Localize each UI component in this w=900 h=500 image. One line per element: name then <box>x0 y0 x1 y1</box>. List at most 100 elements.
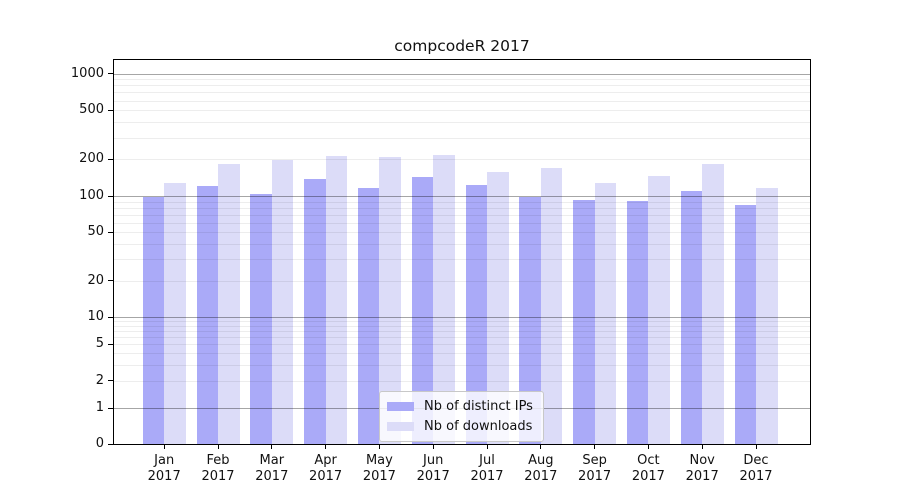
bar-downloads-sep <box>594 183 617 444</box>
x-tick-label-aug: Aug 2017 <box>524 453 558 484</box>
gridline-major-10 <box>114 317 810 318</box>
x-tick-mar <box>271 444 273 449</box>
chart-title: compcodeR 2017 <box>394 37 530 55</box>
bar-downloads-feb <box>218 164 240 444</box>
gridline-minor-30 <box>114 259 810 261</box>
x-tick-label-dec: Dec 2017 <box>739 453 773 484</box>
plot-area: Nb of distinct IPs Nb of downloads <box>113 59 811 445</box>
y-tick-label-1000: 1000 <box>70 65 104 81</box>
gridline-minor-200 <box>114 159 810 161</box>
legend-item-distinct-ips: Nb of distinct IPs <box>387 398 533 414</box>
gridline-minor-50 <box>114 232 810 234</box>
y-tick-label-20: 20 <box>87 272 104 288</box>
x-tick-jan <box>163 444 165 449</box>
bar-ips-jun <box>411 177 434 444</box>
x-tick-jul <box>486 444 488 449</box>
gridline-minor-80 <box>114 207 810 209</box>
gridline-minor-20 <box>114 280 810 282</box>
bar-ips-jan <box>142 196 165 444</box>
x-tick-dec <box>755 444 757 449</box>
x-tick-sep <box>594 444 596 449</box>
gridline-minor-9 <box>114 321 810 323</box>
x-tick-jun <box>432 444 434 449</box>
legend: Nb of distinct IPs Nb of downloads <box>379 391 544 442</box>
gridline-minor-3 <box>114 364 810 366</box>
bar-ips-nov <box>680 191 703 444</box>
y-tick-label-0: 0 <box>95 436 104 451</box>
bar-ips-oct <box>626 200 649 444</box>
x-tick-label-jul: Jul 2017 <box>470 453 504 484</box>
x-tick-label-jun: Jun 2017 <box>416 453 450 484</box>
bar-ips-sep <box>573 199 595 444</box>
x-tick-label-apr: Apr 2017 <box>309 453 343 484</box>
y-tick-1000 <box>108 73 114 75</box>
bar-ips-jul <box>465 184 487 444</box>
x-tick-label-oct: Oct 2017 <box>631 453 665 484</box>
gridline-major-1000 <box>114 73 810 75</box>
gridline-minor-5 <box>114 344 810 346</box>
gridline-minor-70 <box>114 214 810 216</box>
legend-swatch-distinct-ips <box>387 401 414 411</box>
gridline-minor-4 <box>114 353 810 355</box>
y-tick-500 <box>108 109 114 112</box>
bar-downloads-oct <box>648 176 670 444</box>
x-tick-apr <box>325 444 327 449</box>
gridline-minor-2 <box>114 380 810 382</box>
bars-layer <box>114 60 810 444</box>
x-tick-feb <box>217 444 219 449</box>
gridline-minor-400 <box>114 122 810 124</box>
x-tick-label-jan: Jan 2017 <box>147 453 181 484</box>
legend-label-downloads: Nb of downloads <box>424 418 533 434</box>
bar-downloads-mar <box>271 159 294 444</box>
bar-downloads-aug <box>540 167 563 444</box>
y-tick-label-10: 10 <box>87 309 104 324</box>
gridline-minor-7 <box>114 331 810 333</box>
y-tick-100 <box>108 195 114 197</box>
gridline-major-100 <box>114 196 810 197</box>
gridline-minor-500 <box>114 110 810 112</box>
y-tick-label-50: 50 <box>87 224 104 240</box>
gridline-minor-700 <box>114 92 810 94</box>
bar-downloads-may <box>379 157 401 444</box>
x-tick-label-feb: Feb 2017 <box>201 453 235 484</box>
y-tick-label-500: 500 <box>79 102 104 118</box>
x-tick-nov <box>701 444 703 449</box>
bar-downloads-dec <box>756 187 778 444</box>
bar-ips-aug <box>519 197 541 444</box>
bar-ips-feb <box>196 186 218 444</box>
y-tick-label-5: 5 <box>95 336 104 352</box>
y-tick-10 <box>108 316 114 318</box>
gridline-minor-600 <box>114 100 810 102</box>
y-tick-50 <box>108 231 114 234</box>
y-tick-label-200: 200 <box>79 151 104 167</box>
x-tick-label-mar: Mar 2017 <box>255 453 289 484</box>
gridline-minor-90 <box>114 201 810 203</box>
y-tick-5 <box>108 343 114 346</box>
x-tick-oct <box>647 444 650 449</box>
y-tick-200 <box>108 158 114 160</box>
bar-downloads-jul <box>487 171 509 444</box>
bar-downloads-jan <box>164 182 186 444</box>
legend-item-downloads: Nb of downloads <box>387 418 533 434</box>
y-tick-1 <box>108 407 114 409</box>
y-tick-20 <box>108 280 114 282</box>
x-tick-label-may: May 2017 <box>362 453 396 484</box>
gridline-minor-900 <box>114 79 810 81</box>
x-tick-label-nov: Nov 2017 <box>685 453 719 484</box>
gridline-minor-800 <box>114 85 810 87</box>
legend-label-distinct-ips: Nb of distinct IPs <box>424 398 533 414</box>
bar-downloads-jun <box>433 154 455 444</box>
bar-ips-dec <box>734 204 756 444</box>
gridline-minor-40 <box>114 244 810 246</box>
bar-downloads-apr <box>325 155 348 444</box>
bar-ips-mar <box>250 194 272 444</box>
y-tick-label-1: 1 <box>95 400 104 415</box>
y-tick-2 <box>108 380 114 382</box>
bar-ips-may <box>357 187 380 444</box>
y-tick-0 <box>108 443 114 445</box>
x-tick-may <box>378 444 381 449</box>
grid-layer <box>114 60 810 444</box>
bar-ips-apr <box>304 178 326 444</box>
x-tick-label-sep: Sep 2017 <box>578 453 612 484</box>
